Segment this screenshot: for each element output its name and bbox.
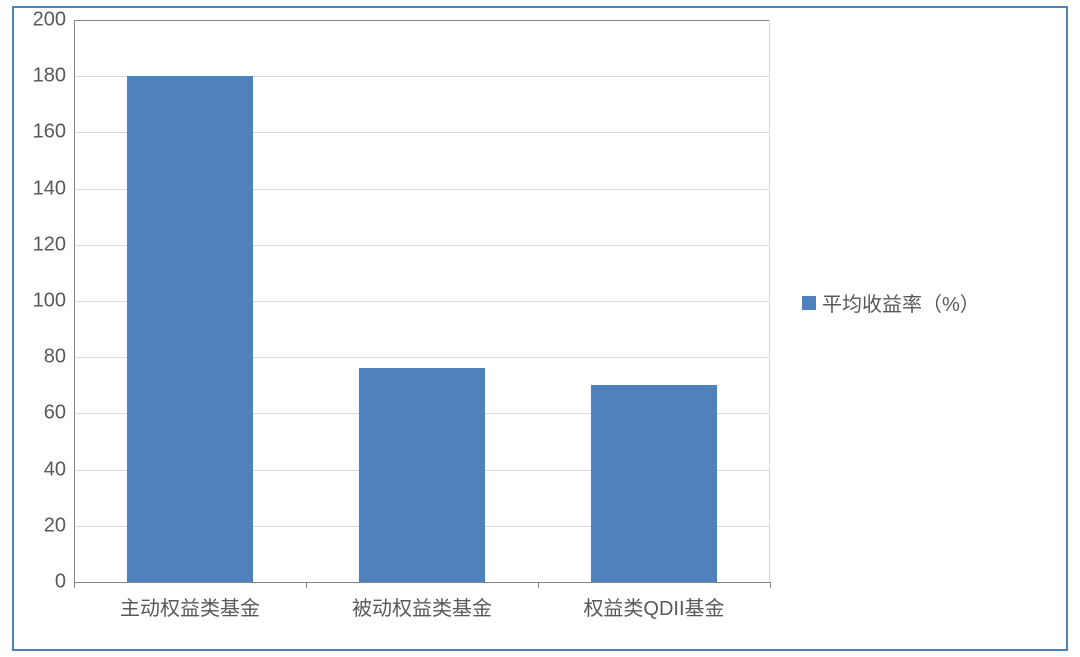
plot-area	[74, 20, 770, 582]
x-tick-mark	[770, 582, 771, 588]
y-tick-label: 40	[6, 458, 66, 481]
y-tick-label: 100	[6, 290, 66, 313]
y-tick-label: 140	[6, 177, 66, 200]
gridline	[74, 20, 770, 21]
x-tick-label: 主动权益类基金	[120, 592, 260, 621]
y-axis-line	[74, 20, 75, 582]
x-tick-mark	[306, 582, 307, 588]
x-tick-label: 被动权益类基金	[352, 592, 492, 621]
y-tick-label: 120	[6, 233, 66, 256]
y-tick-label: 20	[6, 514, 66, 537]
y-tick-label: 160	[6, 121, 66, 144]
x-axis-line	[74, 582, 770, 583]
x-tick-mark	[538, 582, 539, 588]
legend: 平均收益率（%）	[802, 288, 980, 317]
legend-label: 平均收益率（%）	[822, 288, 980, 317]
x-tick-mark	[74, 582, 75, 588]
y-tick-label: 80	[6, 346, 66, 369]
bar	[591, 385, 716, 582]
plot-right-edge	[769, 20, 770, 582]
y-tick-label: 60	[6, 402, 66, 425]
y-tick-label: 200	[6, 9, 66, 32]
y-tick-label: 180	[6, 65, 66, 88]
y-tick-label: 0	[6, 571, 66, 594]
bar	[127, 76, 252, 582]
legend-swatch	[802, 296, 816, 310]
x-tick-label: 权益类QDII基金	[583, 592, 724, 621]
bar	[359, 368, 484, 582]
